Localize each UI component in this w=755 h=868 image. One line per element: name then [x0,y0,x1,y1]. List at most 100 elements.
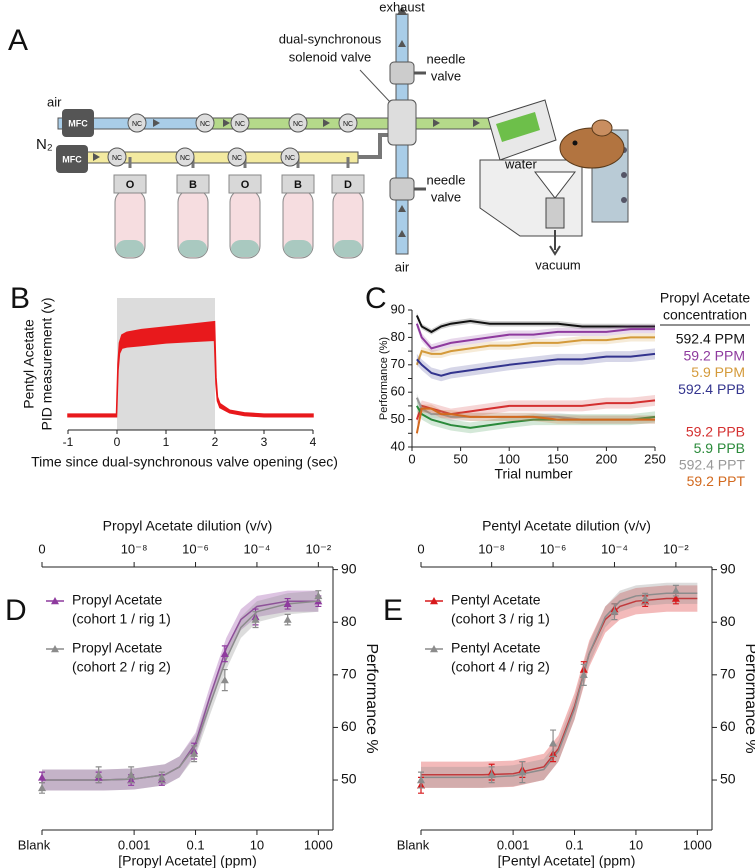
nc-label: NC [293,121,303,128]
nc-valve [127,113,147,133]
y-tick-label: 80 [341,613,357,629]
vial-liquid [334,240,362,257]
x-axis-label: Time since dual-synchronous valve openin… [31,454,338,470]
legend-label: 5.9 PPB [694,440,745,456]
y-tick-label: 90 [720,560,736,576]
series-line [415,336,655,366]
y-tick-label: 80 [720,613,736,629]
ci-band [416,319,655,353]
x-tick-label: 1000 [304,837,333,852]
x-tick-label: 250 [644,451,666,466]
y-tick-label: 90 [341,560,357,576]
y-tick-label: 60 [341,718,357,734]
y-tick-label: 60 [720,718,736,734]
nc-label: NC [235,121,245,128]
series-line [416,352,656,377]
legend-label: (cohort 2 / rig 2) [72,659,171,675]
fit-band [421,582,698,788]
x-axis-label: [Propyl Acetate] (ppm) [118,853,257,868]
panel-letter: C [365,282,387,315]
series-line [415,323,655,350]
x-tick-label: 0.001 [118,837,151,852]
panel-letter: B [10,282,30,315]
y-axis-label: PID measurement (v) [39,297,55,430]
label: exhaust [379,0,425,14]
y-tick-label: 50 [391,411,405,426]
nc-label: NC [232,155,242,162]
vial-cap [228,174,262,194]
legend-label: Pentyl Acetate [451,640,541,656]
y-tick-label: 50 [720,771,736,787]
legend-label: Propyl Acetate [72,592,162,608]
legend-label: 592.4 PPM [676,331,745,347]
legend-marker [430,597,438,605]
panel-letter: E [383,594,403,627]
pid-signal [67,320,314,418]
data-point [190,749,199,757]
data-point [220,676,229,684]
label: water [504,156,537,171]
nc-valve [107,147,127,167]
nc-valves: NC NC NC NC NC NC NC NC NC [107,113,358,167]
x2-axis-label: Propyl Acetate dilution (v/v) [103,518,273,534]
nc-valve [338,113,358,133]
legend-label: (cohort 3 / rig 1) [451,611,550,627]
mfc [56,145,88,173]
y-tick-label: 50 [341,771,357,787]
label: vacuum [535,257,581,272]
panel-letter: D [5,594,27,627]
vial-label: O [241,179,250,191]
y-axis-label: Performance % [363,643,380,753]
x-tick-label: 1000 [683,837,712,852]
nc-label: NC [132,121,142,128]
y-axis-label: Performance (%) [378,337,390,420]
y-tick-label: 80 [391,329,405,344]
legend-label: Propyl Acetate [72,640,162,656]
vial-liquid [284,240,312,257]
y-tick-label: 70 [391,356,405,371]
x2-tick-label: 0 [417,541,424,556]
label: air [395,259,410,274]
legend-label: (cohort 1 / rig 1) [72,611,171,627]
vial-liquid [231,240,259,257]
data-point [283,615,292,623]
screw [621,197,627,203]
x-axis-label: [Pentyl Acetate] (ppm) [498,853,636,868]
data-point [251,615,260,623]
data-point [610,607,619,615]
vial-liquid [179,240,207,257]
x2-tick-label: 10⁻⁸ [121,541,148,556]
data-point [38,783,46,792]
x2-axis-label: Pentyl Acetate dilution (v/v) [482,518,651,534]
x2-tick-label: 10⁻⁶ [540,541,567,556]
x-tick-label: 3 [261,435,268,449]
vacuum-arrow [549,230,561,256]
series-line [415,407,655,434]
data-point [38,773,46,781]
label: needle [426,51,465,66]
x-tick-label: 150 [547,451,569,466]
x2-tick-label: 10⁻² [663,541,689,556]
funnel [533,171,577,199]
solenoid-valve [387,99,417,146]
nc-label: NC [285,155,295,162]
data-point [417,776,425,784]
n2-link [358,133,390,159]
nc-label: NC [180,155,190,162]
drain [545,197,565,229]
x-tick-label: -1 [63,435,74,449]
x-tick-label: 1 [163,435,170,449]
x-tick-label: Blank [397,837,430,852]
legend-label: Pentyl Acetate [451,592,541,608]
label: air [47,94,62,109]
legend-label: 59.2 PPB [686,424,745,440]
vial-label: O [126,179,135,191]
diagram: A MFC MFC O B O B D NC NC NC NC NC NC NC NC NC exhau… [8,0,629,274]
vial-cap [331,174,365,194]
x-tick-label: 200 [596,451,618,466]
legend-label: 592.4 PPT [679,457,746,473]
label: N₂ [36,136,53,153]
legend-marker [430,645,438,653]
legend-label: 5.9 PPM [691,364,745,380]
